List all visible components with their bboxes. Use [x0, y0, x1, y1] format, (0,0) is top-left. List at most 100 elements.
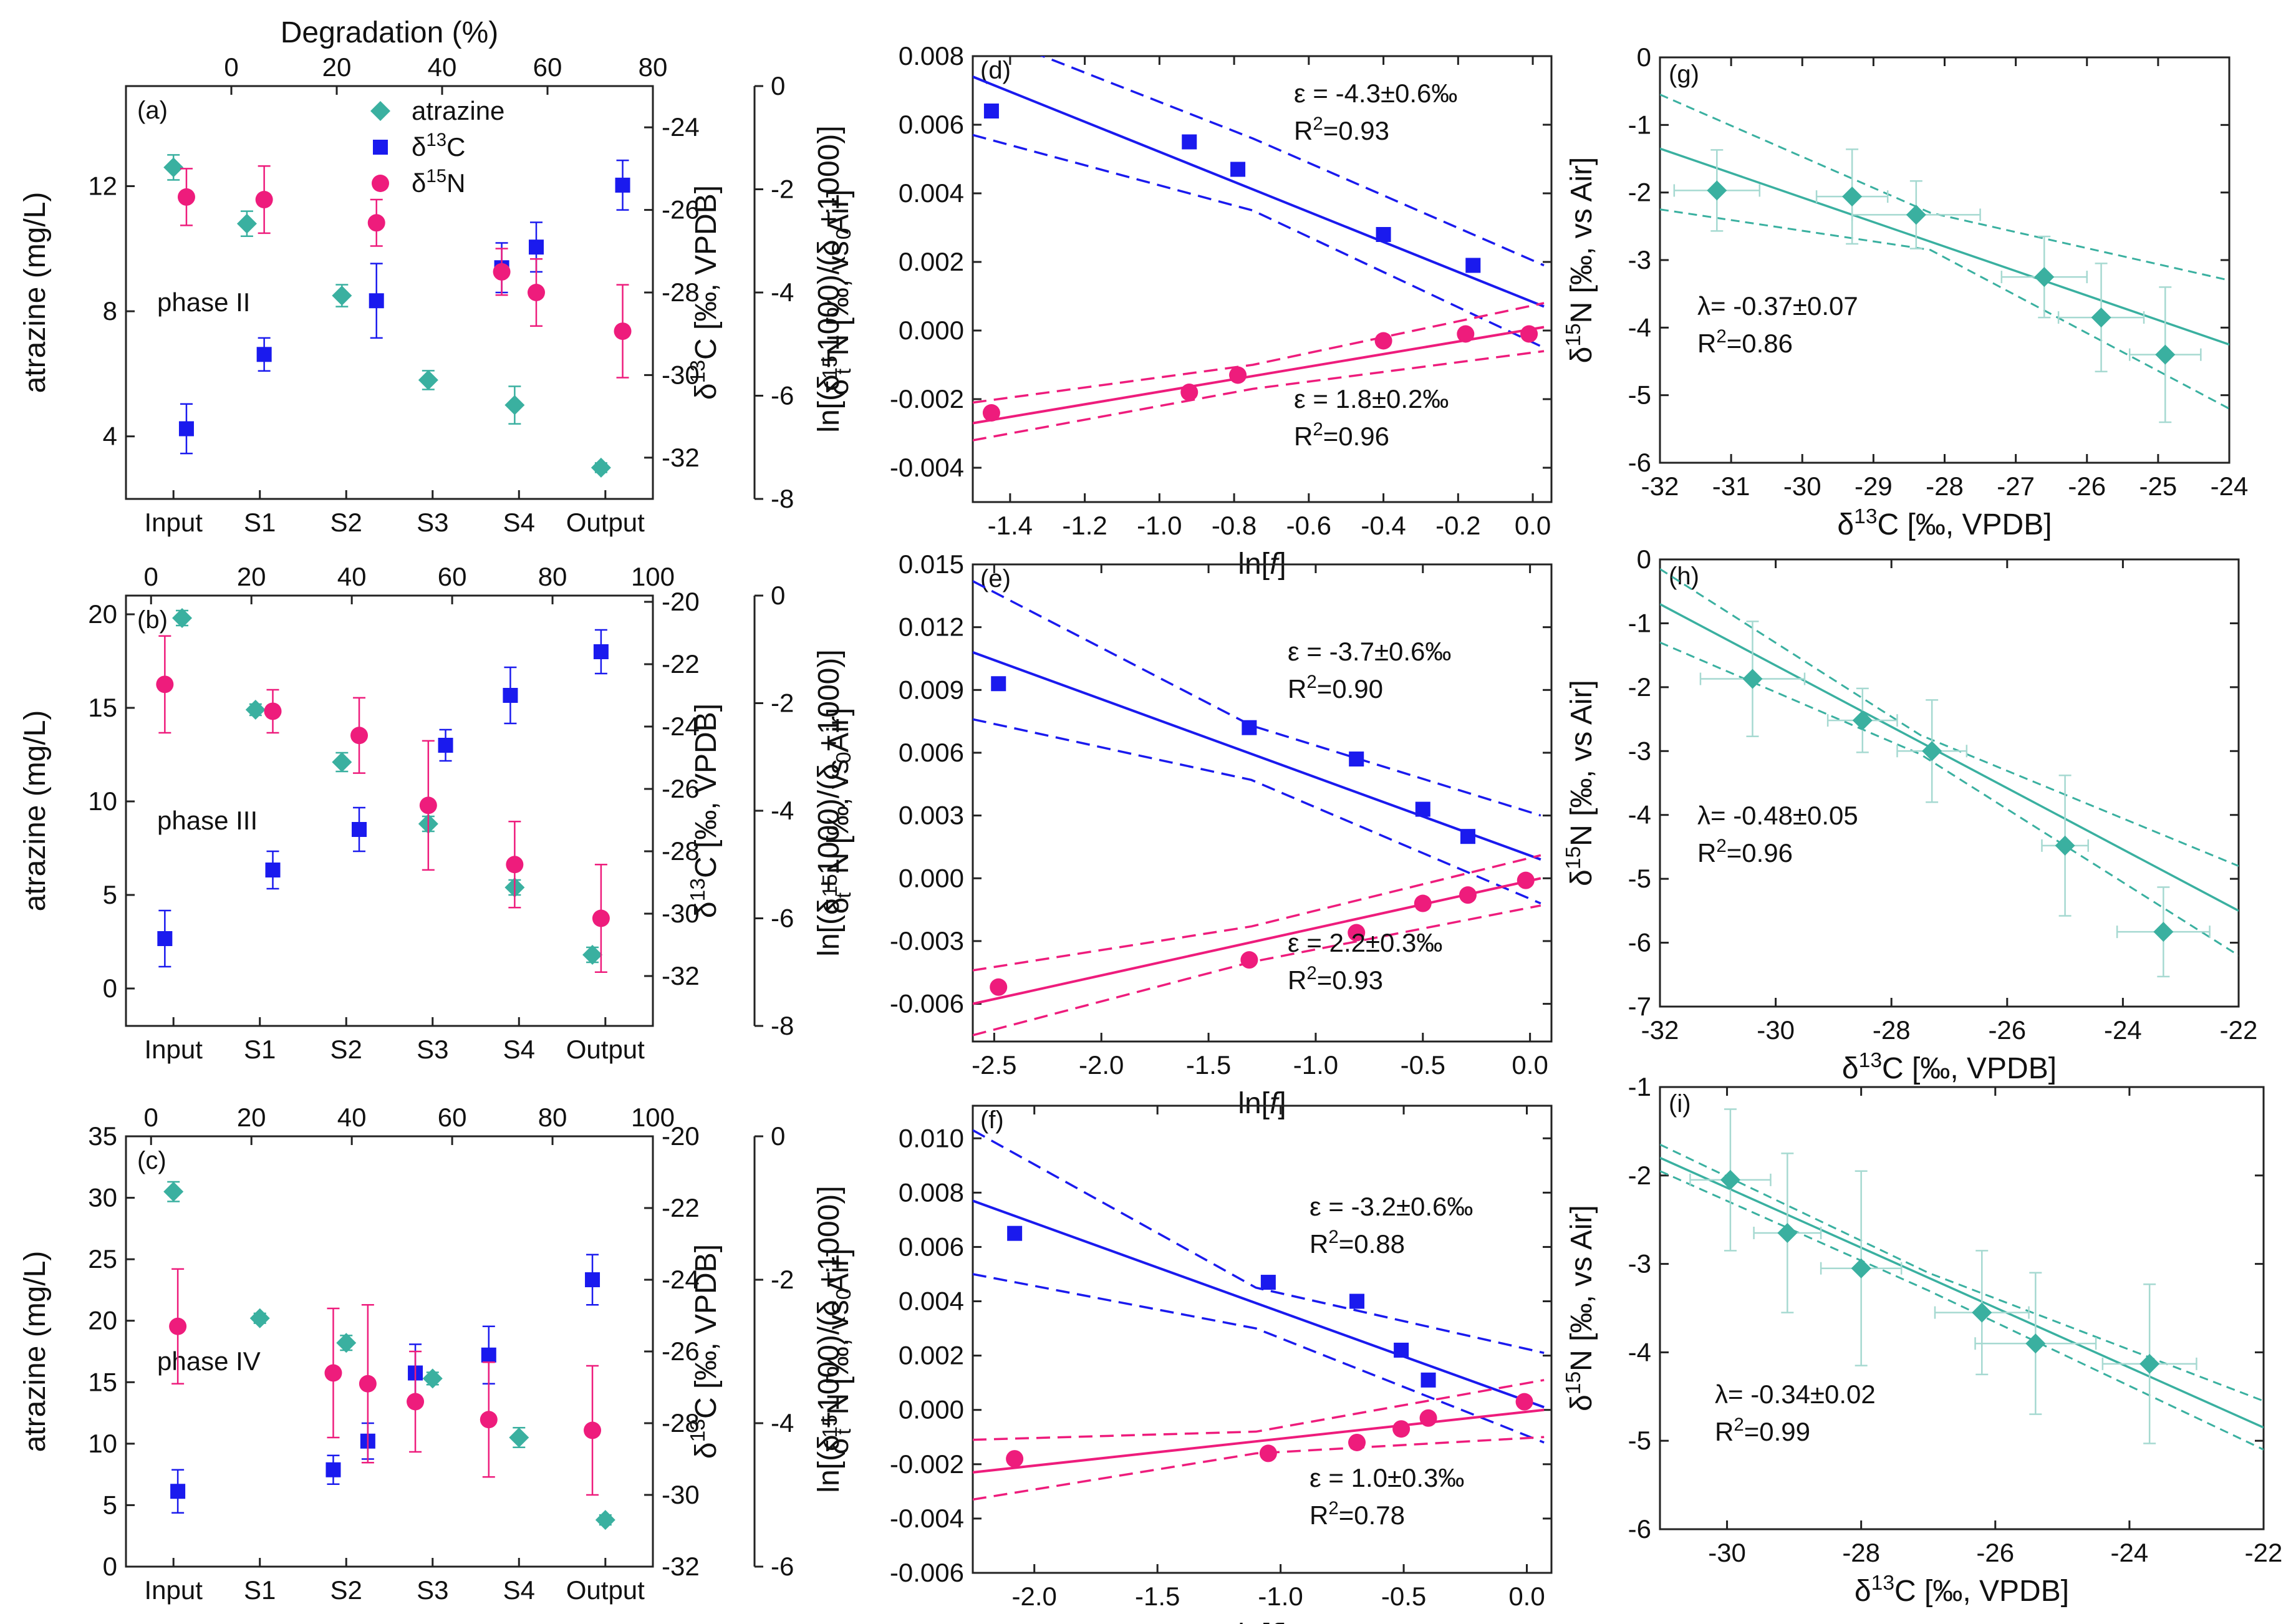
nitrogen-epsilon-label: ε = 2.2±0.3‰ [1288, 928, 1442, 957]
x-tick-label: -30 [1708, 1538, 1746, 1567]
y-tick-label: 12 [88, 171, 117, 200]
panel-label: (i) [1669, 1090, 1691, 1118]
atrazine-point [582, 945, 603, 965]
legend-d15n-label: δ15N [412, 166, 465, 198]
panel-label: (f) [980, 1106, 1004, 1134]
nitrogen-point [1180, 384, 1199, 401]
x-tick-label: -22 [2245, 1538, 2283, 1567]
nitrogen-point [1459, 886, 1477, 904]
top-tick-label: 80 [538, 1103, 567, 1132]
y-tick-label: -0.003 [890, 926, 964, 955]
r2-label: R2=0.96 [1697, 836, 1793, 868]
top-tick-label: 60 [438, 1103, 467, 1132]
r1-tick-label: -22 [662, 1193, 700, 1222]
panel-h: -32 -30 -28 -26 -24 -22 0 -1 -2 -3 -4 -5 -6 -7 δ13C [‰… [1562, 544, 2258, 1085]
r1-tick-label: -24 [662, 712, 700, 741]
right1-axis-title: δ13C [‰, VPDB] [687, 185, 723, 400]
carbon-point [1394, 1342, 1409, 1358]
dual-isotope-ci-upper [1660, 1143, 2264, 1402]
top-tick-label: 20 [237, 1103, 266, 1132]
y-tick-label: -3 [1628, 736, 1651, 765]
r1-tick-label: -26 [662, 774, 700, 803]
carbon-point [1415, 801, 1430, 817]
y-tick-label: 20 [88, 599, 117, 629]
r2-tick-label: -2 [771, 689, 794, 718]
nitrogen-fit-line [973, 877, 1541, 1005]
right2-axis-title: δ15N [‰, vs Air] [819, 1249, 856, 1455]
d13c-point [157, 931, 173, 946]
nitrogen-point [982, 404, 1000, 422]
x-tick-label: -27 [1997, 471, 2035, 501]
dual-isotope-fit-line [1660, 147, 2229, 346]
dual-isotope-ci-lower [1660, 208, 2229, 410]
d15n-point [584, 1421, 602, 1439]
legend-d13c-marker [373, 140, 388, 155]
y-tick-label: 15 [88, 693, 117, 722]
nitrogen-ci-upper [973, 1379, 1545, 1441]
panel-label: (b) [137, 606, 168, 634]
x-tick-label: S1 [244, 1575, 276, 1605]
y-tick-label: 4 [103, 422, 117, 451]
d15n-point [493, 263, 511, 281]
x-tick-label: Input [144, 1035, 203, 1064]
carbon-point [1465, 258, 1481, 273]
x-tick-label: S3 [417, 508, 448, 537]
nitrogen-point [1240, 951, 1258, 969]
top-tick-label: 40 [337, 1103, 367, 1132]
top-tick-label: 60 [438, 562, 467, 591]
x-tick-label: S4 [503, 1575, 535, 1605]
dual-isotope-point [1851, 1258, 1871, 1278]
x-tick-label: -1.5 [1186, 1050, 1231, 1080]
x-axis-title: δ13C [‰, VPDB] [1837, 505, 2052, 542]
d13c-point [528, 239, 544, 255]
carbon-fit-line [973, 1199, 1545, 1409]
y-tick-label: -4 [1628, 1337, 1651, 1366]
panel-d: -1.4 -1.2 -1.0 -0.8 -0.6 -0.4 -0.2 0.0 0.008 0.00… [813, 41, 1553, 581]
y-tick-label: -6 [1628, 928, 1651, 957]
atrazine-point [163, 157, 184, 178]
carbon-ci-lower [973, 133, 1545, 349]
top-tick-label: 80 [639, 52, 668, 82]
r2-label: R2=0.99 [1715, 1414, 1810, 1447]
y-tick-label: -5 [1628, 864, 1651, 893]
d15n-point [350, 727, 369, 745]
lambda-label: λ= -0.34±0.02 [1715, 1380, 1876, 1409]
x-tick-label: S4 [503, 508, 535, 537]
phase-label: phase III [157, 806, 258, 835]
carbon-ci-upper [973, 580, 1541, 817]
nitrogen-point [1515, 1393, 1533, 1411]
x-tick-label: -22 [2220, 1015, 2258, 1045]
d13c-point [585, 1272, 601, 1287]
atrazine-point [509, 1428, 529, 1448]
carbon-point [1376, 227, 1391, 242]
x-tick-label: -0.8 [1212, 511, 1257, 540]
r1-tick-label: -28 [662, 1408, 700, 1438]
carbon-point [1230, 162, 1246, 177]
d15n-point [592, 909, 610, 927]
dual-isotope-ci-lower [1660, 1170, 2264, 1451]
carbon-r2-label: R2=0.88 [1310, 1227, 1405, 1259]
d15n-point [407, 1393, 425, 1411]
carbon-point [1421, 1372, 1436, 1388]
left-axis-title: atrazine (mg/L) [19, 192, 52, 394]
x-tick-label: -26 [2068, 471, 2106, 501]
panel-label: (e) [980, 565, 1011, 592]
x-tick-label: S3 [417, 1035, 448, 1064]
panel-label: (c) [137, 1147, 166, 1174]
phase-label: phase IV [157, 1346, 261, 1376]
r1-tick-label: -20 [662, 1121, 700, 1151]
plot-area [1660, 568, 2239, 957]
atrazine-point [504, 395, 525, 415]
dual-isotope-point [1720, 1169, 1740, 1190]
atrazine-point [163, 1181, 184, 1202]
r1-tick-label: -32 [662, 443, 700, 472]
y-tick-label: -1 [1628, 608, 1651, 637]
carbon-point [1349, 752, 1364, 767]
x-tick-label: Output [566, 1035, 645, 1064]
nitrogen-epsilon-label: ε = 1.8±0.2‰ [1294, 384, 1449, 413]
atrazine-point [236, 213, 257, 234]
x-tick-label: Output [566, 508, 645, 537]
d15n-point [156, 675, 174, 694]
top-tick-label: 100 [631, 1103, 675, 1132]
y-tick-label: -1 [1628, 1072, 1651, 1101]
